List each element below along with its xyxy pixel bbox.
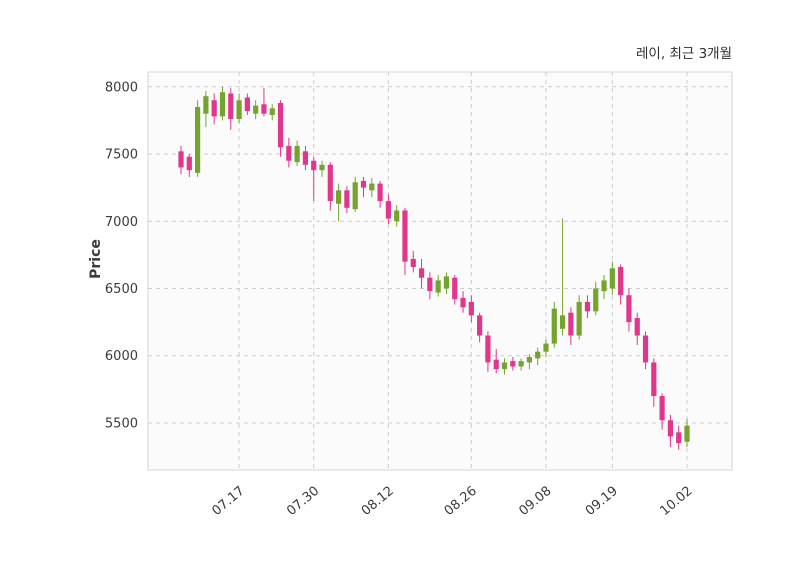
candle-body bbox=[667, 420, 674, 437]
candle-body bbox=[684, 425, 690, 442]
candle-body bbox=[261, 104, 267, 114]
candle-body bbox=[311, 160, 317, 171]
candle-body bbox=[427, 277, 433, 292]
candle-body bbox=[535, 351, 541, 359]
candle-body bbox=[244, 97, 250, 111]
candle-body bbox=[634, 318, 640, 336]
x-tick-label: 08.12 bbox=[359, 484, 397, 519]
y-tick-label: 6000 bbox=[105, 349, 138, 364]
candle-body bbox=[526, 357, 532, 363]
candle-body bbox=[601, 280, 607, 292]
candle-body bbox=[651, 362, 657, 397]
candle-body bbox=[228, 93, 234, 120]
candle-body bbox=[344, 190, 350, 208]
candle-body bbox=[510, 361, 516, 367]
candle-body bbox=[269, 108, 275, 116]
candle-body bbox=[253, 105, 259, 114]
candle-body bbox=[402, 210, 408, 262]
candle-body bbox=[543, 343, 549, 352]
candle-body bbox=[477, 315, 483, 336]
plot-border bbox=[147, 71, 733, 471]
candle-body bbox=[203, 96, 209, 114]
candle-body bbox=[659, 396, 665, 421]
candle-body bbox=[336, 190, 342, 204]
candle-body bbox=[178, 151, 184, 168]
candle-body bbox=[551, 308, 557, 344]
candle-body bbox=[277, 102, 284, 148]
candle-body bbox=[626, 295, 632, 323]
y-tick-label: 7500 bbox=[105, 148, 138, 163]
candle-body bbox=[219, 92, 226, 117]
candle-body bbox=[352, 182, 358, 210]
candle-body bbox=[501, 362, 508, 370]
candle-body bbox=[435, 280, 441, 293]
y-tick-label: 7000 bbox=[105, 215, 138, 230]
candle-body bbox=[377, 183, 383, 202]
x-tick-label: 07.30 bbox=[284, 484, 322, 519]
candle-body bbox=[485, 335, 491, 363]
chart-title: 레이, 최근 3개월 bbox=[636, 46, 732, 62]
candle-body bbox=[676, 432, 682, 444]
x-tick-label: 09.19 bbox=[583, 484, 621, 519]
candle-body bbox=[410, 258, 416, 267]
candle-body bbox=[294, 145, 300, 163]
candle-body bbox=[302, 151, 309, 165]
candle-body bbox=[369, 183, 375, 191]
candle-body bbox=[642, 335, 649, 363]
candle-body bbox=[360, 180, 367, 188]
x-tick-label: 08.26 bbox=[442, 484, 480, 519]
candle-body bbox=[452, 277, 458, 300]
candle-body bbox=[518, 361, 524, 367]
candle-body bbox=[385, 201, 391, 219]
x-tick-label: 09.08 bbox=[516, 484, 554, 519]
candle-body bbox=[236, 100, 242, 120]
candle-body bbox=[493, 359, 499, 370]
candle-body bbox=[568, 312, 574, 336]
x-tick-label: 07.17 bbox=[209, 484, 247, 519]
candle-body bbox=[186, 156, 192, 171]
candle-body bbox=[194, 106, 201, 173]
y-tick-label: 5500 bbox=[105, 416, 138, 431]
y-tick-label: 8000 bbox=[105, 80, 138, 95]
plot-area bbox=[148, 72, 732, 470]
candle-body bbox=[559, 315, 566, 329]
y-tick-label: 6500 bbox=[105, 282, 138, 297]
candle-body bbox=[327, 164, 333, 202]
candle-body bbox=[319, 164, 325, 171]
candle-body bbox=[584, 301, 591, 312]
candle-body bbox=[443, 276, 450, 289]
candle-body bbox=[593, 288, 599, 312]
candle-body bbox=[418, 268, 425, 278]
candle-body bbox=[576, 301, 582, 336]
candle-body bbox=[394, 210, 400, 222]
x-tick-label: 10.02 bbox=[657, 484, 695, 519]
candle-body bbox=[286, 145, 292, 161]
candle-body bbox=[468, 301, 474, 316]
candle-body bbox=[211, 100, 217, 117]
candle-body bbox=[609, 268, 615, 289]
candle-body bbox=[460, 297, 466, 308]
candle-body bbox=[618, 266, 624, 296]
